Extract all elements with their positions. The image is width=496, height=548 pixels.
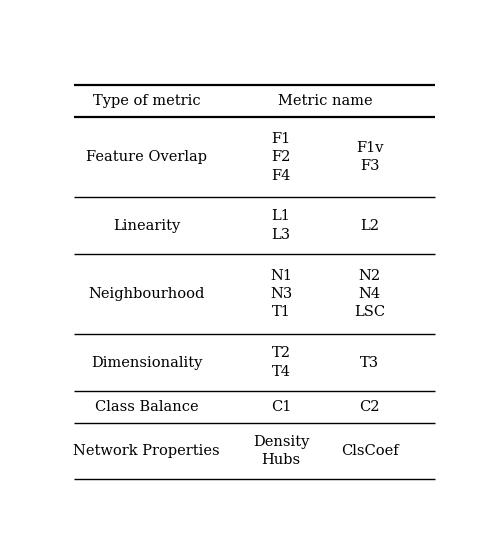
Text: Class Balance: Class Balance: [95, 400, 198, 414]
Text: N2
N4
LSC: N2 N4 LSC: [354, 269, 385, 319]
Text: Feature Overlap: Feature Overlap: [86, 150, 207, 164]
Text: T3: T3: [360, 356, 379, 369]
Text: F1
F2
F4: F1 F2 F4: [271, 132, 291, 182]
Text: C1: C1: [271, 400, 291, 414]
Text: T2
T4: T2 T4: [272, 346, 291, 379]
Text: Network Properties: Network Properties: [73, 444, 220, 458]
Text: Linearity: Linearity: [113, 219, 180, 233]
Text: N1
N3
T1: N1 N3 T1: [270, 269, 292, 319]
Text: ClsCoef: ClsCoef: [341, 444, 398, 458]
Text: F1v
F3: F1v F3: [356, 141, 383, 173]
Text: Neighbourhood: Neighbourhood: [88, 287, 205, 301]
Text: Metric name: Metric name: [278, 94, 372, 108]
Text: Density
Hubs: Density Hubs: [253, 435, 310, 467]
Text: L1
L3: L1 L3: [271, 209, 291, 242]
Text: L2: L2: [360, 219, 379, 233]
Text: C2: C2: [359, 400, 380, 414]
Text: Type of metric: Type of metric: [93, 94, 200, 108]
Text: Dimensionality: Dimensionality: [91, 356, 202, 369]
